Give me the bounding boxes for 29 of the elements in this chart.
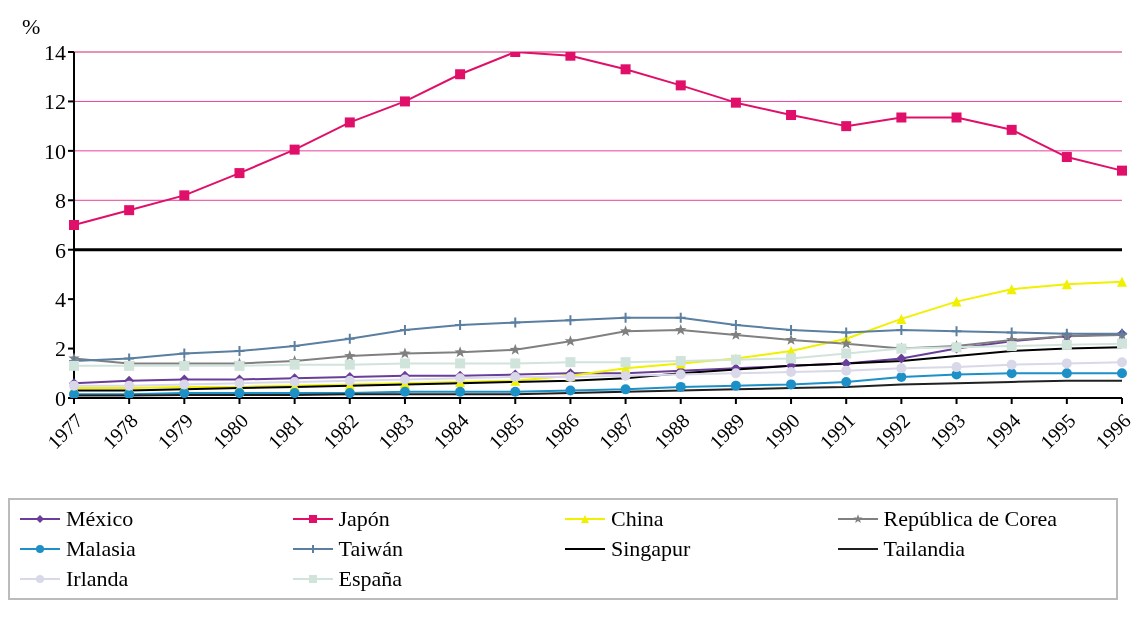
y-tick-label: 8 [55,188,66,214]
x-tick-label: 1983 [373,409,418,454]
y-tick-label: 6 [55,237,66,263]
x-tick-label: 1990 [760,409,804,454]
legend-label: México [66,506,134,532]
x-tick-label: 1981 [263,409,308,454]
legend-label: Malasia [66,536,136,562]
legend-label: Taiwán [338,536,403,562]
y-tick-label: 4 [55,286,66,312]
y-tick-label: 12 [44,89,66,115]
legend-label: República de Corea [883,506,1057,532]
x-tick-label: 1980 [208,409,253,454]
legend-label: Tailandia [883,536,966,562]
y-tick-label: 0 [55,385,66,411]
y-tick-label: 10 [44,138,66,164]
y-tick-label: 2 [55,336,66,362]
x-tick-label: 1978 [98,409,143,454]
x-tick-label: 1982 [318,409,363,454]
y-tick-label: 14 [44,39,66,65]
x-tick-label: 1989 [704,409,749,454]
x-tick-label: 1991 [815,409,860,454]
legend-label: China [611,506,664,532]
x-tick-label: 1979 [153,409,198,454]
legend-label: España [338,566,403,592]
legend-label: Japón [338,506,390,532]
legend-label: Irlanda [66,566,129,592]
y-axis-title: % [22,14,41,40]
legend-label: Singapur [611,536,691,562]
x-tick-label: 1992 [870,409,915,454]
